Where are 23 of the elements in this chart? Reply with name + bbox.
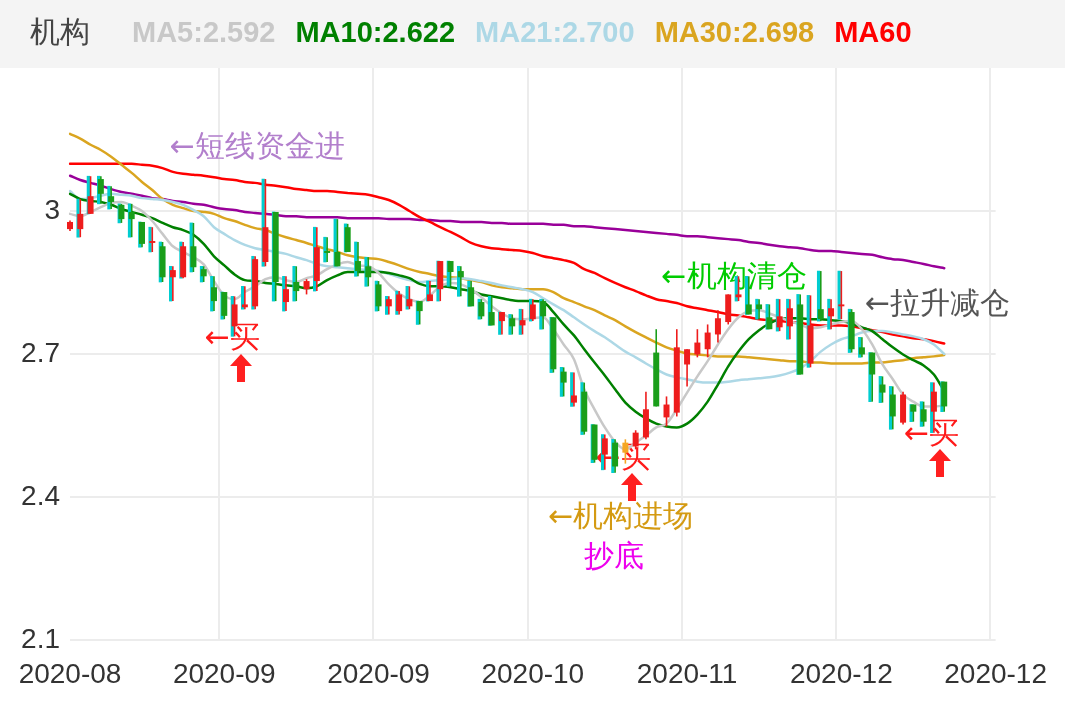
annotation: ←机构清仓 <box>661 257 807 293</box>
text: MA60 <box>834 16 912 48</box>
text: MA30:2.698 <box>654 16 815 48</box>
annotation: ←短线资金进 <box>169 127 345 163</box>
chart-title: 机构 <box>30 13 90 49</box>
x-tick-label: 2020-08 <box>18 657 122 689</box>
annotation: ←买 <box>904 414 960 450</box>
y-tick-label: 2.1 <box>21 622 60 654</box>
annotation: ←拉升减仓 <box>865 284 1011 320</box>
text: MA10:2.622 <box>295 16 456 48</box>
y-tick-label: 2.7 <box>21 336 60 368</box>
annotation: ←机构进场 <box>548 497 694 533</box>
x-tick-label: 2020-12 <box>944 657 1047 689</box>
text: MA21:2.700 <box>475 16 635 48</box>
annotation: ←买 <box>204 319 260 355</box>
x-tick-label: 2020-12 <box>789 657 893 689</box>
y-tick-label: 3 <box>44 193 60 225</box>
x-tick-label: 2020-10 <box>481 657 585 689</box>
annotation: 抄底 <box>584 537 645 573</box>
x-tick-label: 2020-09 <box>172 657 276 689</box>
y-tick-label: 2.4 <box>21 479 60 511</box>
x-tick-label: 2020-11 <box>636 657 738 689</box>
x-tick-label: 2020-09 <box>327 657 430 689</box>
